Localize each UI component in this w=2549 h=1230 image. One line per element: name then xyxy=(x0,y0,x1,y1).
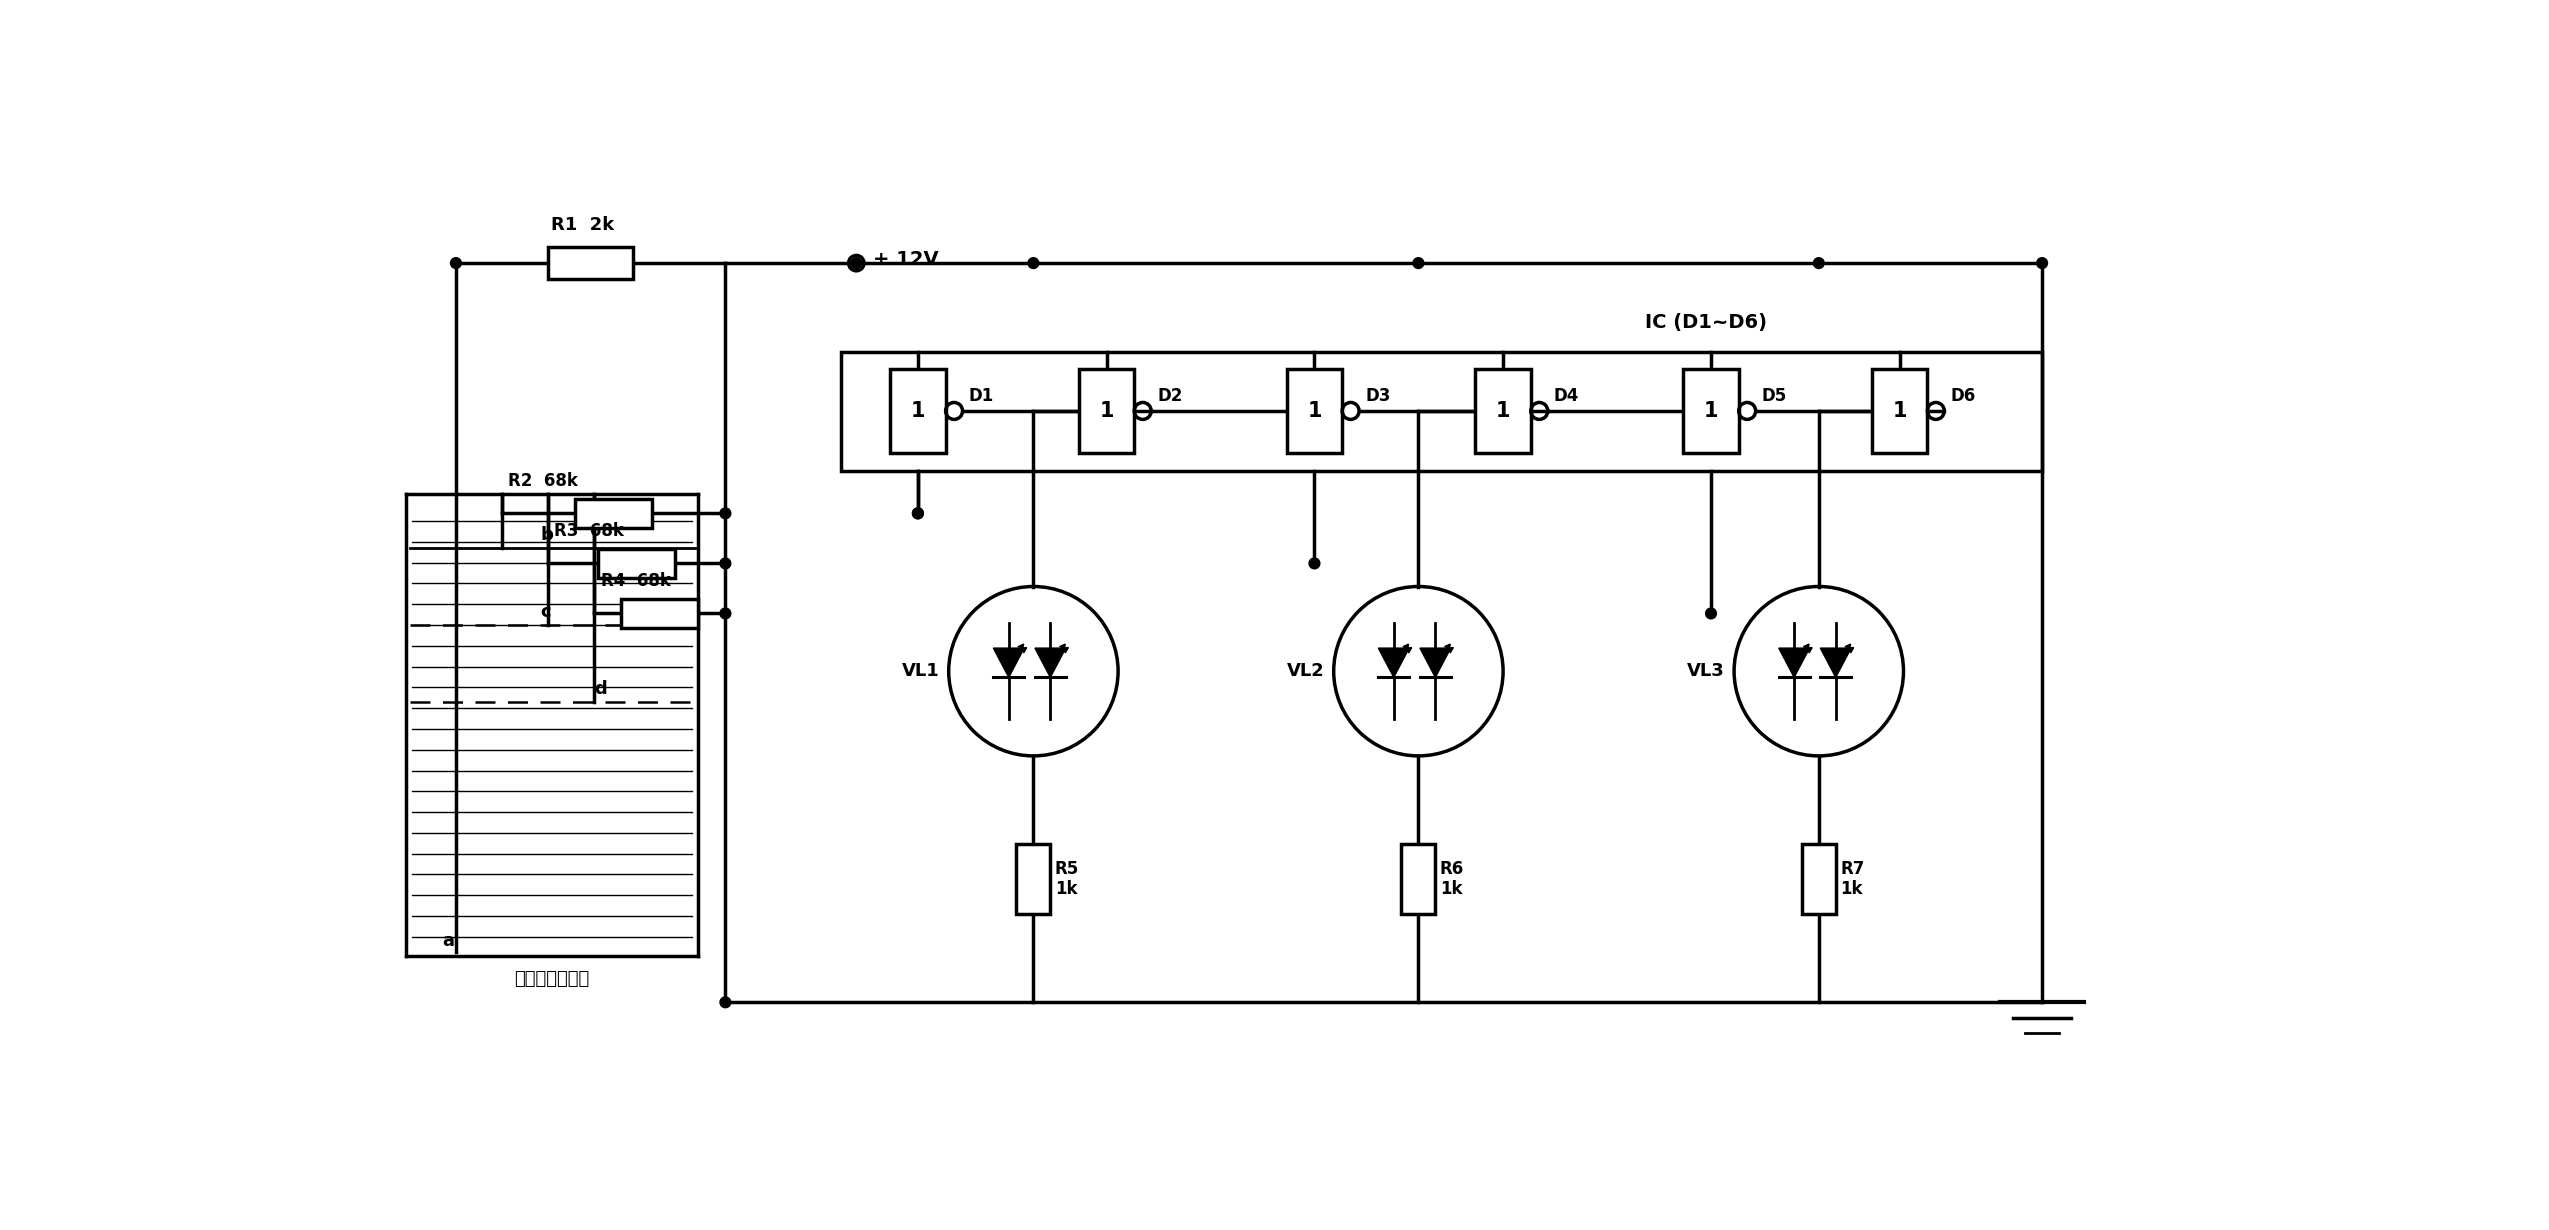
Bar xyxy=(1402,845,1435,914)
Circle shape xyxy=(1705,608,1715,619)
Bar xyxy=(576,498,653,528)
Bar xyxy=(890,369,946,454)
Circle shape xyxy=(1812,258,1825,268)
Circle shape xyxy=(913,508,923,519)
Bar xyxy=(1287,369,1343,454)
Text: + 12V: + 12V xyxy=(874,250,938,268)
Bar xyxy=(599,549,675,578)
Polygon shape xyxy=(1820,648,1851,678)
Circle shape xyxy=(719,508,732,519)
Text: D6: D6 xyxy=(1950,386,1975,405)
Polygon shape xyxy=(994,648,1025,678)
Text: 1: 1 xyxy=(1703,401,1718,421)
Text: D1: D1 xyxy=(969,386,994,405)
Circle shape xyxy=(451,258,461,268)
Text: D3: D3 xyxy=(1366,386,1392,405)
Bar xyxy=(622,599,698,629)
Text: 1: 1 xyxy=(910,401,925,421)
Circle shape xyxy=(2037,258,2047,268)
Bar xyxy=(1802,845,1835,914)
Bar xyxy=(548,247,632,279)
Circle shape xyxy=(851,258,862,268)
Text: 1: 1 xyxy=(1496,401,1512,421)
Text: VL1: VL1 xyxy=(902,662,941,680)
Circle shape xyxy=(1027,258,1040,268)
Circle shape xyxy=(719,996,732,1007)
Circle shape xyxy=(719,558,732,568)
Polygon shape xyxy=(1035,648,1065,678)
Text: 1: 1 xyxy=(1891,401,1907,421)
Text: VL3: VL3 xyxy=(1687,662,1726,680)
Bar xyxy=(1078,369,1134,454)
Text: D5: D5 xyxy=(1761,386,1787,405)
Bar xyxy=(1682,369,1738,454)
Bar xyxy=(1476,369,1532,454)
Circle shape xyxy=(719,608,732,619)
Text: IC (D1~D6): IC (D1~D6) xyxy=(1644,314,1766,332)
Text: b: b xyxy=(540,526,553,544)
Circle shape xyxy=(1412,258,1425,268)
Text: R6
1k: R6 1k xyxy=(1440,860,1463,898)
Text: D4: D4 xyxy=(1555,386,1580,405)
Text: R2  68k: R2 68k xyxy=(507,472,579,491)
Text: R3  68k: R3 68k xyxy=(556,523,625,540)
Text: R4  68k: R4 68k xyxy=(602,572,670,590)
Text: d: d xyxy=(594,680,607,699)
Text: 1: 1 xyxy=(1099,401,1114,421)
Text: c: c xyxy=(540,603,551,621)
Polygon shape xyxy=(1379,648,1410,678)
Bar xyxy=(841,352,2042,471)
Text: VL2: VL2 xyxy=(1287,662,1325,680)
Polygon shape xyxy=(1420,648,1450,678)
Bar xyxy=(1871,369,1927,454)
Text: 水筱（或水塔）: 水筱（或水塔） xyxy=(515,970,589,988)
Circle shape xyxy=(1310,558,1320,568)
Text: R1  2k: R1 2k xyxy=(551,215,614,234)
Bar xyxy=(1017,845,1050,914)
Text: 1: 1 xyxy=(1308,401,1323,421)
Polygon shape xyxy=(1779,648,1810,678)
Text: R5
1k: R5 1k xyxy=(1055,860,1078,898)
Text: R7
1k: R7 1k xyxy=(1840,860,1866,898)
Text: a: a xyxy=(441,932,454,950)
Text: D2: D2 xyxy=(1157,386,1183,405)
Circle shape xyxy=(913,508,923,519)
